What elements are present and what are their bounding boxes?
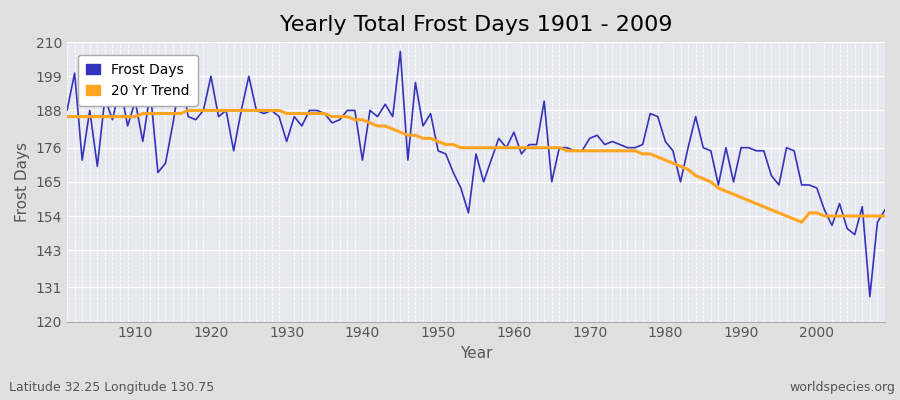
Legend: Frost Days, 20 Yr Trend: Frost Days, 20 Yr Trend	[78, 55, 198, 106]
X-axis label: Year: Year	[460, 346, 492, 361]
Text: Latitude 32.25 Longitude 130.75: Latitude 32.25 Longitude 130.75	[9, 381, 214, 394]
Text: worldspecies.org: worldspecies.org	[789, 381, 896, 394]
Y-axis label: Frost Days: Frost Days	[15, 142, 30, 222]
Title: Yearly Total Frost Days 1901 - 2009: Yearly Total Frost Days 1901 - 2009	[280, 15, 672, 35]
